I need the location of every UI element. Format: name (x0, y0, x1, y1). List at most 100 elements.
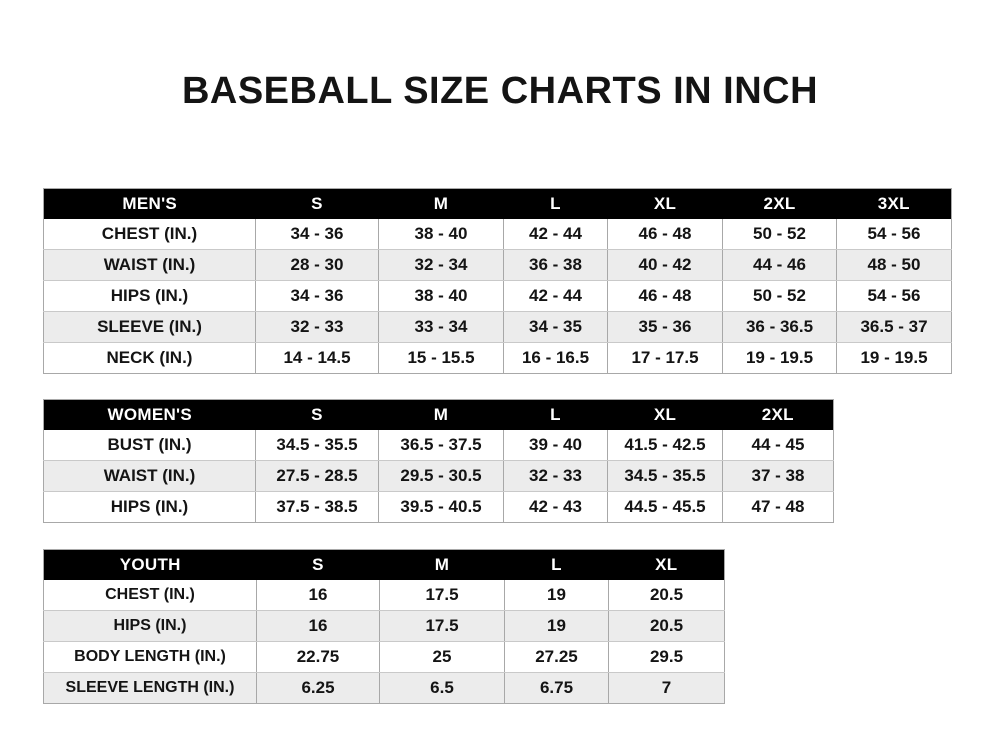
cell-value: 46 - 48 (607, 280, 723, 312)
cell-value: 50 - 52 (722, 219, 837, 250)
youth-size-table: YOUTH S M L XL CHEST (IN.) 16 17.5 19 20… (43, 549, 725, 704)
womens-table-header: WOMEN'S S M L XL 2XL (43, 399, 834, 430)
cell-value: 20.5 (608, 610, 725, 642)
table-row: CHEST (IN.) 16 17.5 19 20.5 (43, 580, 725, 611)
cell-value: 36.5 - 37.5 (378, 430, 504, 461)
youth-table-header: YOUTH S M L XL (43, 549, 725, 580)
mens-table-header: MEN'S S M L XL 2XL 3XL (43, 188, 952, 219)
cell-value: 17.5 (379, 580, 505, 611)
table-row: HIPS (IN.) 16 17.5 19 20.5 (43, 610, 725, 642)
cell-value: 44 - 45 (722, 430, 834, 461)
cell-value: 19 - 19.5 (836, 342, 952, 374)
cell-value: 33 - 34 (378, 311, 504, 343)
cell-value: 42 - 44 (503, 280, 608, 312)
table-header-row: MEN'S S M L XL 2XL 3XL (43, 188, 952, 219)
youth-header-s: S (256, 549, 380, 580)
table-gap-divider (43, 374, 952, 399)
cell-value: 32 - 33 (255, 311, 379, 343)
womens-header-s: S (255, 399, 379, 430)
cell-value: 36 - 38 (503, 249, 608, 281)
mens-header-category: MEN'S (43, 188, 256, 219)
cell-value: 25 (379, 641, 505, 673)
youth-header-l: L (504, 549, 609, 580)
row-label: SLEEVE (IN.) (43, 311, 256, 343)
row-label: WAIST (IN.) (43, 249, 256, 281)
cell-value: 32 - 33 (503, 460, 608, 492)
cell-value: 38 - 40 (378, 280, 504, 312)
cell-value: 29.5 (608, 641, 725, 673)
cell-value: 40 - 42 (607, 249, 723, 281)
cell-value: 6.5 (379, 672, 505, 704)
cell-value: 6.25 (256, 672, 380, 704)
table-row: WAIST (IN.) 28 - 30 32 - 34 36 - 38 40 -… (43, 249, 952, 281)
cell-value: 19 (504, 610, 609, 642)
cell-value: 46 - 48 (607, 219, 723, 250)
size-tables-container: MEN'S S M L XL 2XL 3XL CHEST (IN.) 34 - … (43, 188, 952, 704)
table-row: CHEST (IN.) 34 - 36 38 - 40 42 - 44 46 -… (43, 219, 952, 250)
cell-value: 34.5 - 35.5 (255, 430, 379, 461)
cell-value: 48 - 50 (836, 249, 952, 281)
row-label: BUST (IN.) (43, 430, 256, 461)
cell-value: 34.5 - 35.5 (607, 460, 723, 492)
cell-value: 44 - 46 (722, 249, 837, 281)
cell-value: 14 - 14.5 (255, 342, 379, 374)
cell-value: 39 - 40 (503, 430, 608, 461)
table-row: BUST (IN.) 34.5 - 35.5 36.5 - 37.5 39 - … (43, 430, 834, 461)
cell-value: 50 - 52 (722, 280, 837, 312)
table-row: WAIST (IN.) 27.5 - 28.5 29.5 - 30.5 32 -… (43, 460, 834, 492)
row-label: WAIST (IN.) (43, 460, 256, 492)
mens-table-body: CHEST (IN.) 34 - 36 38 - 40 42 - 44 46 -… (43, 219, 952, 374)
mens-header-xl: XL (607, 188, 723, 219)
womens-size-table: WOMEN'S S M L XL 2XL BUST (IN.) 34.5 - 3… (43, 399, 834, 523)
mens-header-m: M (378, 188, 504, 219)
row-label: SLEEVE LENGTH (IN.) (43, 672, 257, 704)
cell-value: 42 - 43 (503, 491, 608, 523)
mens-header-3xl: 3XL (836, 188, 952, 219)
womens-header-l: L (503, 399, 608, 430)
cell-value: 34 - 36 (255, 219, 379, 250)
womens-table-body: BUST (IN.) 34.5 - 35.5 36.5 - 37.5 39 - … (43, 430, 834, 523)
cell-value: 32 - 34 (378, 249, 504, 281)
cell-value: 29.5 - 30.5 (378, 460, 504, 492)
row-label: HIPS (IN.) (43, 610, 257, 642)
cell-value: 19 (504, 580, 609, 611)
cell-value: 54 - 56 (836, 219, 952, 250)
table-row: BODY LENGTH (IN.) 22.75 25 27.25 29.5 (43, 641, 725, 673)
row-label: HIPS (IN.) (43, 280, 256, 312)
cell-value: 39.5 - 40.5 (378, 491, 504, 523)
cell-value: 20.5 (608, 580, 725, 611)
cell-value: 42 - 44 (503, 219, 608, 250)
cell-value: 34 - 35 (503, 311, 608, 343)
cell-value: 16 (256, 610, 380, 642)
cell-value: 17.5 (379, 610, 505, 642)
cell-value: 17 - 17.5 (607, 342, 723, 374)
cell-value: 15 - 15.5 (378, 342, 504, 374)
cell-value: 16 (256, 580, 380, 611)
cell-value: 27.25 (504, 641, 609, 673)
row-label: CHEST (IN.) (43, 219, 256, 250)
cell-value: 37 - 38 (722, 460, 834, 492)
womens-header-xl: XL (607, 399, 723, 430)
youth-header-m: M (379, 549, 505, 580)
cell-value: 44.5 - 45.5 (607, 491, 723, 523)
cell-value: 6.75 (504, 672, 609, 704)
table-row: HIPS (IN.) 37.5 - 38.5 39.5 - 40.5 42 - … (43, 491, 834, 523)
cell-value: 47 - 48 (722, 491, 834, 523)
row-label: NECK (IN.) (43, 342, 256, 374)
cell-value: 36 - 36.5 (722, 311, 837, 343)
mens-header-s: S (255, 188, 379, 219)
page-title: BASEBALL SIZE CHARTS IN INCH (181, 70, 819, 112)
cell-value: 54 - 56 (836, 280, 952, 312)
cell-value: 41.5 - 42.5 (607, 430, 723, 461)
cell-value: 7 (608, 672, 725, 704)
row-label: HIPS (IN.) (43, 491, 256, 523)
youth-header-xl: XL (608, 549, 725, 580)
table-header-row: YOUTH S M L XL (43, 549, 725, 580)
mens-header-2xl: 2XL (722, 188, 837, 219)
cell-value: 27.5 - 28.5 (255, 460, 379, 492)
row-label: BODY LENGTH (IN.) (43, 641, 257, 673)
table-row: HIPS (IN.) 34 - 36 38 - 40 42 - 44 46 - … (43, 280, 952, 312)
cell-value: 38 - 40 (378, 219, 504, 250)
womens-header-2xl: 2XL (722, 399, 834, 430)
cell-value: 36.5 - 37 (836, 311, 952, 343)
